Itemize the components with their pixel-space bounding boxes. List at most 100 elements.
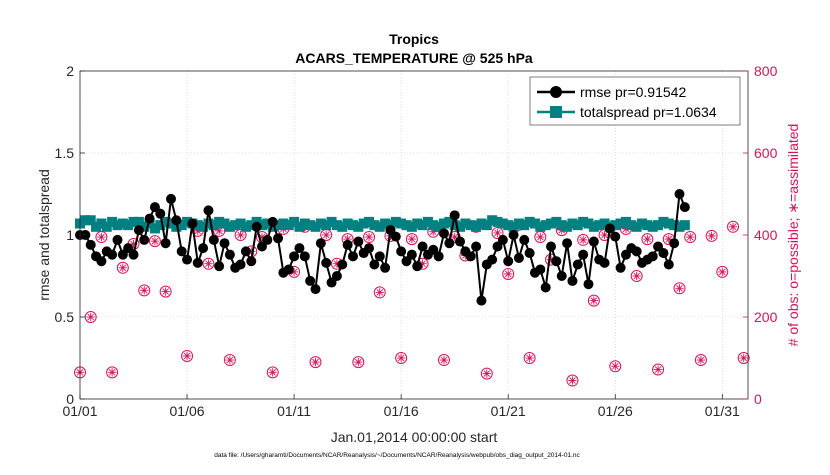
obs-asterisk-stroke	[215, 227, 223, 235]
obs-asterisk-stroke	[397, 354, 405, 362]
totalspread-point	[626, 220, 637, 231]
obs-possible-marker	[363, 231, 376, 244]
obs-assimilated-marker	[86, 312, 95, 322]
totalspread-point	[165, 218, 176, 229]
totalspread-point	[444, 216, 455, 227]
totalspread-point	[358, 218, 369, 229]
rmse-point	[176, 246, 187, 257]
rmse-point	[449, 210, 460, 221]
obs-possible-marker	[202, 257, 215, 270]
obs-asterisk-stroke	[98, 233, 105, 241]
obs-possible-marker	[223, 354, 236, 367]
obs-possible-marker	[148, 235, 161, 248]
obs-assimilated-marker	[161, 287, 170, 296]
rmse-point	[556, 271, 567, 281]
totalspread-point	[578, 216, 589, 227]
rmse-point	[107, 249, 118, 260]
obs-possible-marker	[138, 284, 151, 297]
obs-assimilated-marker	[107, 368, 117, 377]
totalspread-point	[412, 218, 423, 229]
obs-assimilated-marker	[118, 263, 128, 272]
chart-subtitle: ACARS_TEMPERATURE @ 525 hPa	[295, 50, 533, 66]
obs-assimilated-marker	[568, 376, 577, 385]
rmse-point	[315, 238, 326, 249]
obs-assimilated-marker	[632, 271, 641, 281]
x-tick-label: 01/16	[384, 403, 419, 419]
obs-asterisk-stroke	[579, 236, 587, 244]
totalspread-point	[214, 216, 225, 227]
rmse-point	[310, 284, 321, 295]
totalspread-point	[128, 216, 139, 227]
y-tick-label: 0	[66, 391, 74, 407]
totalspread-point	[663, 218, 674, 229]
rmse-point	[663, 259, 674, 270]
totalspread-series	[75, 215, 690, 234]
legend: rmse pr=0.91542 totalspread pr=1.0634	[529, 76, 741, 126]
obs-possible-marker	[577, 233, 590, 246]
obs-asterisk-stroke	[151, 237, 159, 245]
rmse-point	[610, 231, 621, 242]
rmse-point	[198, 243, 209, 254]
obs-possible-marker	[395, 352, 408, 364]
obs-assimilated-marker	[696, 355, 706, 365]
rmse-point	[299, 251, 310, 262]
totalspread-point	[572, 220, 583, 231]
obs-asterisk-stroke	[633, 272, 640, 280]
rmse-point	[433, 251, 444, 262]
rmse-point	[353, 236, 364, 247]
x-axis: 01/01 01/06 01/11 01/16 01/21 01/26 01/31	[62, 394, 740, 419]
obs-assimilated-marker	[364, 232, 374, 242]
totalspread-point	[615, 218, 626, 229]
obs-possible-marker	[694, 354, 707, 367]
obs-possible-marker	[480, 367, 493, 380]
rmse-point	[674, 189, 685, 199]
totalspread-point	[310, 221, 321, 232]
totalspread-point	[203, 218, 214, 229]
chart-title: Tropics	[389, 31, 439, 47]
totalspread-point	[492, 216, 503, 227]
totalspread-point	[256, 220, 267, 231]
obs-possible-marker	[106, 366, 119, 379]
rmse-point	[524, 248, 535, 259]
rmse-point	[262, 234, 273, 245]
totalspread-point	[364, 216, 375, 227]
rmse-point	[487, 254, 498, 265]
totalspread-point	[289, 216, 300, 227]
totalspread-point	[647, 221, 658, 232]
rmse-point	[289, 251, 300, 262]
totalspread-point	[321, 220, 332, 231]
y-axis-label-right: # of obs: o=possible; ∗=assimilated	[785, 124, 801, 347]
obs-asterisk-stroke	[376, 289, 384, 296]
obs-asterisk-stroke	[162, 288, 169, 295]
obs-assimilated-marker	[611, 362, 620, 371]
totalspread-point	[380, 218, 391, 229]
obs-assimilated-marker	[578, 235, 588, 245]
obs-assimilated-marker	[653, 365, 663, 374]
totalspread-point	[208, 220, 219, 231]
totalspread-point	[235, 218, 246, 229]
obs-asterisk-stroke	[237, 231, 244, 239]
obs-possible-marker	[437, 354, 450, 367]
obs-assimilated-marker	[204, 259, 213, 268]
obs-possible-marker	[609, 360, 622, 373]
data-file-footnote: data file: /Users/gharamti/Documents/NCA…	[214, 452, 580, 459]
obs-assimilated-marker	[707, 231, 716, 241]
totalspread-point	[294, 221, 305, 232]
x-axis-label: Jan.01,2014 00:00:00 start	[331, 429, 498, 445]
rmse-point	[139, 234, 150, 245]
totalspread-point	[85, 215, 96, 226]
obs-possible-marker	[598, 229, 611, 241]
obs-asterisk-stroke	[183, 352, 191, 360]
rmse-point	[337, 259, 348, 270]
obs-markers	[74, 216, 750, 387]
rmse-point	[321, 257, 332, 268]
totalspread-point	[471, 221, 482, 232]
obs-assimilated-marker	[236, 230, 245, 240]
totalspread-point	[620, 216, 631, 227]
totalspread-point	[283, 220, 294, 231]
rmse-point	[444, 238, 455, 249]
rmse-point	[455, 236, 466, 247]
totalspread-point	[524, 216, 535, 227]
obs-possible-marker	[652, 363, 665, 376]
obs-asterisk-stroke	[365, 233, 373, 241]
